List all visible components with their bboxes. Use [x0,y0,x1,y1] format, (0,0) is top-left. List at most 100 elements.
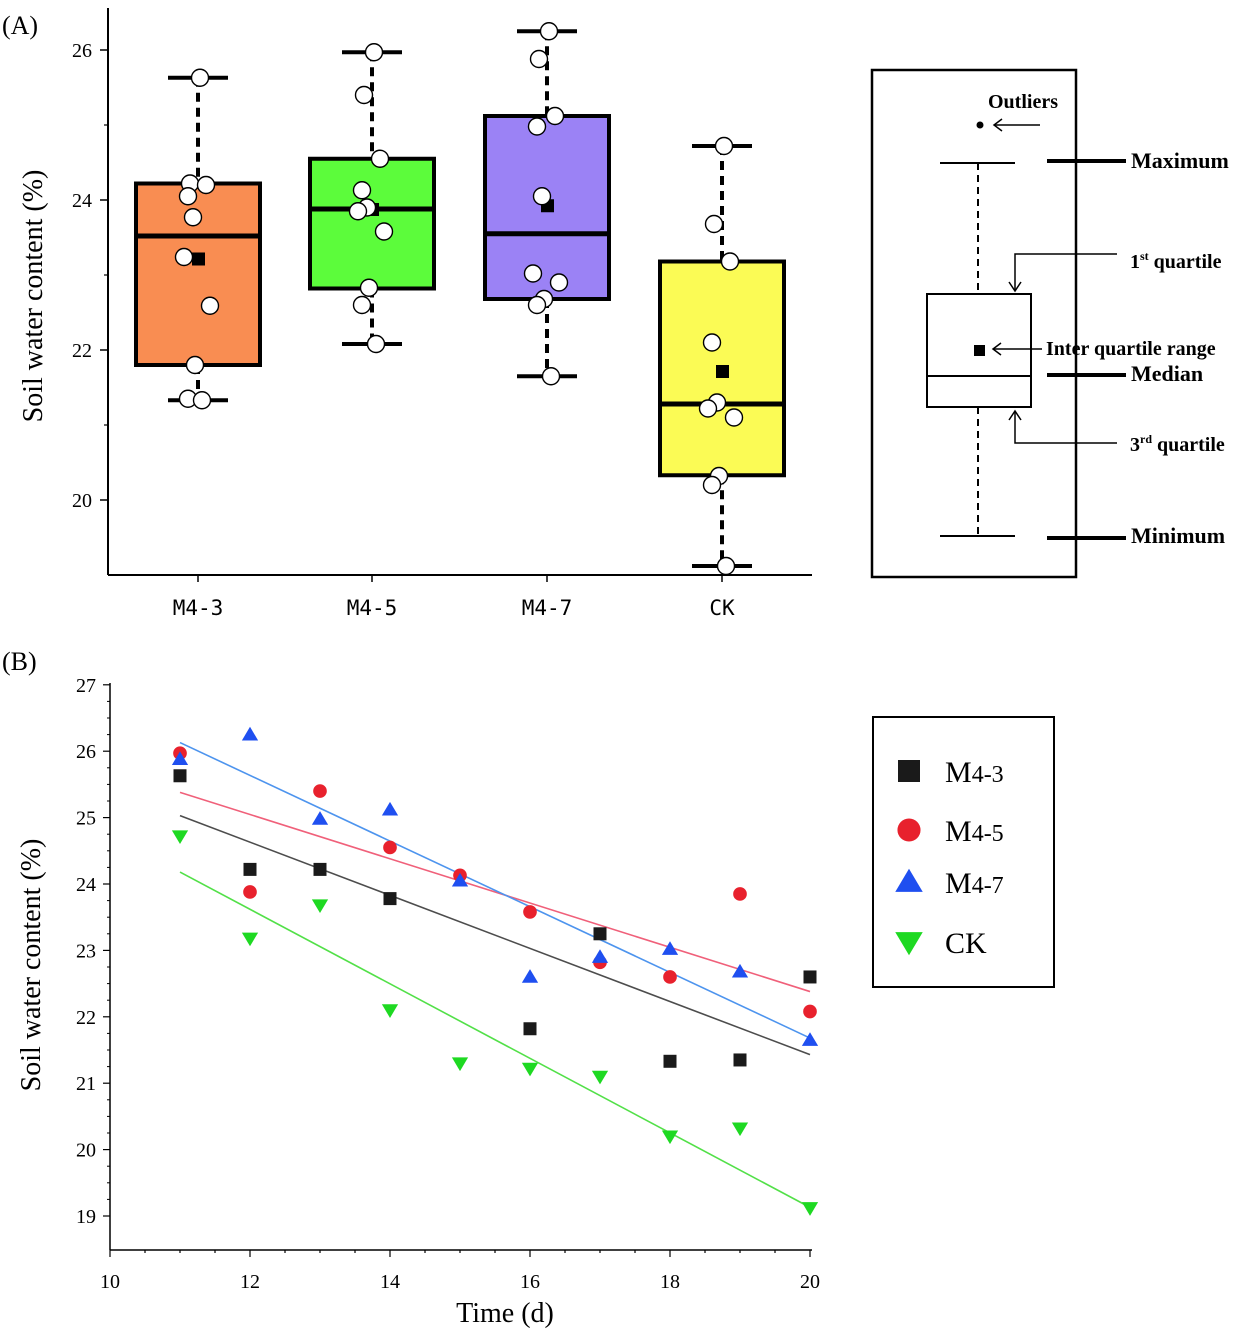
scatter-legend: M4-3 M4-5M4-7 CK [872,716,1055,988]
data-point [174,247,194,267]
x-tick-label: 20 [800,1271,820,1293]
data-point-m4-3 [243,862,257,876]
data-point [702,475,722,495]
data-point-m4-3 [313,862,327,876]
data-point-m4-5 [243,885,257,899]
legend-label-main: M [945,815,972,848]
x-tick-label: CK [709,596,735,620]
data-point-m4-7 [801,1032,819,1046]
y-tick-label: 19 [76,1206,96,1228]
y-tick-label: 26 [72,40,92,62]
data-point-ck [591,1070,609,1085]
x-tick-label: 18 [660,1271,680,1293]
arrow-head [1008,281,1022,293]
legend-label-sub: 4-7 [972,873,1004,899]
data-point-m4-7 [591,949,609,963]
data-point-m4-3 [173,769,187,783]
data-point [545,106,565,126]
legend-marker-ck [895,932,923,956]
data-point [352,181,372,200]
q1-number: 1 [1130,251,1140,273]
y-tick-label: 22 [72,340,92,362]
y-tick-label: 25 [76,808,96,830]
label-minimum: Minimum [1131,523,1225,548]
y-tick-label: 20 [72,490,92,512]
arrow-head [991,342,1002,356]
data-point-m4-7 [661,941,679,955]
legend-marker-m4-7 [895,868,923,892]
legend-label-main: CK [945,927,987,960]
y-axis-label: Soil water content (%) [18,170,49,423]
example-mean [974,345,985,356]
data-point [527,117,547,136]
q1-pointer [1014,253,1117,290]
q3-number: 3 [1130,434,1140,456]
data-point [366,334,386,354]
data-point-m4-7 [451,872,469,887]
arrow-head [1008,409,1022,421]
fit-line-ck [179,871,811,1209]
x-tick-label: 16 [520,1271,540,1293]
data-point-m4-5 [733,887,747,901]
data-point-m4-7 [311,811,329,825]
outlier-dot [976,121,984,129]
x-tick-label: 12 [240,1271,260,1293]
data-point [714,136,734,156]
arrow-head [992,118,1003,132]
data-point [374,222,394,241]
data-point-ck [451,1057,469,1072]
data-point [190,68,210,87]
data-point [527,295,547,315]
data-point-m4-3 [803,970,817,984]
data-point-ck [171,830,189,844]
y-tick-label: 24 [76,874,96,896]
x-tick-label: M4-7 [522,596,573,620]
data-point [359,278,379,297]
x-tick-label: M4-3 [173,596,224,620]
y-tick-label: 26 [76,741,96,763]
data-point [541,367,561,386]
data-point-m4-3 [663,1054,677,1068]
data-point-m4-5 [803,1004,817,1019]
data-point [702,333,722,352]
q1-suffix: quartile [1149,251,1222,273]
data-point [352,295,372,315]
label-third-quartile: 3rd quartile [1130,432,1225,456]
fit-line-m4-7 [179,741,811,1039]
legend-marker-m4-5 [897,818,921,842]
data-point [724,408,744,427]
legend-label-m4-5: M4-5 [945,815,1004,848]
y-axis-label: Soil water content (%) [16,839,47,1092]
y-tick-label: 24 [72,190,92,212]
data-point [364,43,384,62]
data-point-ck [801,1202,819,1216]
data-point-m4-7 [241,726,259,741]
data-point [549,273,569,292]
data-point-m4-5 [523,905,537,919]
data-point [716,556,736,576]
y-tick-label: 20 [76,1140,96,1162]
data-point [192,391,212,410]
data-point-m4-7 [731,963,749,978]
data-point [370,149,390,168]
box-plot-chart: 20 22 24 26 Soil water content (%) M4-3 M4-5 M4… [18,8,812,620]
y-tick-label: 27 [76,675,96,697]
data-point-ck [661,1130,679,1145]
x-tick-label: 14 [380,1271,400,1293]
data-point [185,355,205,375]
data-point-m4-3 [593,927,607,941]
data-point [348,202,368,221]
panel-b-label: (B) [2,647,37,676]
data-point-m4-3 [383,892,397,906]
label-maximum: Maximum [1131,148,1229,173]
scatter-regression-chart: 19 20 21 22 23 24 25 26 27 10 12 14 16 18 20 Time (d) So… [16,675,820,1329]
legend-frame [870,68,1078,579]
data-point [183,208,203,227]
data-point-ck [381,1004,399,1018]
data-point-m4-7 [521,969,539,983]
data-point [196,175,216,195]
data-point-m4-5 [313,784,327,798]
q3-suffix: quartile [1152,434,1225,456]
legend-label-m4-3: M4-3 [945,756,1004,789]
data-point [720,252,740,271]
